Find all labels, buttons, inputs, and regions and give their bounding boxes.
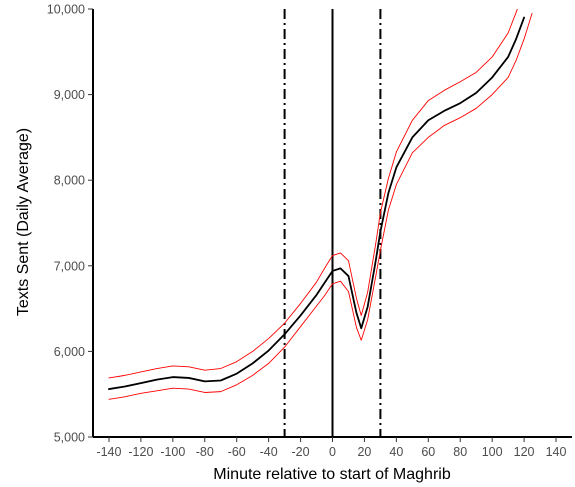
series-lower-bound-line	[108, 12, 533, 400]
ticks: -140 -120 -100 -80 -60 -40 -20 0 20 40 60 80 100 120 1…	[47, 3, 567, 460]
x-tick-label: 0	[329, 445, 336, 459]
x-tick-label: 100	[482, 445, 503, 459]
x-tick-label: 20	[357, 445, 371, 459]
x-tick-label: -120	[128, 445, 153, 459]
x-tick-label: 140	[546, 445, 567, 459]
x-axis-title: Minute relative to start of Maghrib	[213, 466, 451, 483]
y-tick-label: 7,000	[54, 259, 85, 273]
y-tick-label: 5,000	[54, 431, 85, 445]
series-estimate-line	[108, 16, 525, 390]
y-tick-label: 10,000	[47, 3, 85, 17]
x-tick-label: -80	[196, 445, 214, 459]
x-tick-label: 80	[453, 445, 467, 459]
x-tick-label: -100	[160, 445, 185, 459]
x-tick-label: -20	[292, 445, 310, 459]
y-tick-label: 6,000	[54, 345, 85, 359]
x-tick-label: -140	[96, 445, 121, 459]
series-layer	[108, 9, 533, 400]
x-tick-label: -40	[260, 445, 278, 459]
y-tick-label: 9,000	[54, 88, 85, 102]
y-tick-label: 8,000	[54, 174, 85, 188]
x-tick-label: 120	[514, 445, 535, 459]
x-tick-label: 40	[389, 445, 403, 459]
series-upper-bound-line	[108, 9, 518, 379]
reference-lines	[283, 9, 382, 437]
x-tick-label: 60	[421, 445, 435, 459]
x-tick-label: -60	[228, 445, 246, 459]
y-axis-title: Texts Sent (Daily Average)	[15, 128, 32, 316]
